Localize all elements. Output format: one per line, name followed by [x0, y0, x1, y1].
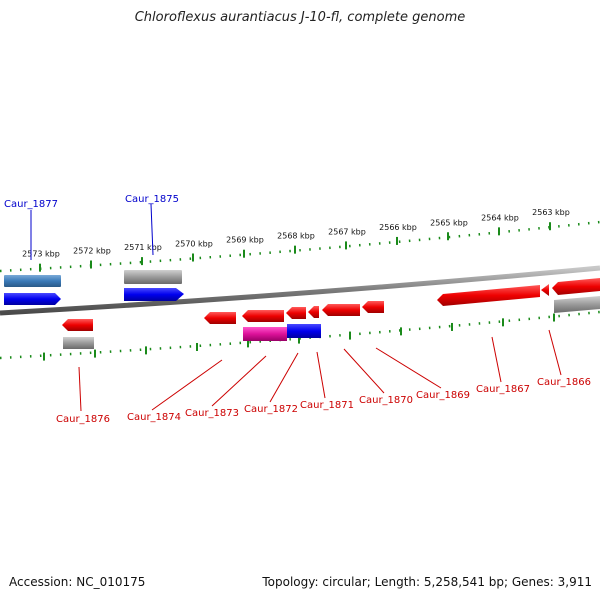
- scale-label: 2564 kbp: [481, 213, 519, 222]
- reverse-labels: Caur_1876 Caur_1874 Caur_1873 Caur_1872 …: [56, 377, 591, 425]
- gene-caur-1867-arrow[interactable]: [437, 285, 540, 306]
- gene-caur-1867-leader: [491, 336, 502, 383]
- gene-caur-1874-arrow[interactable]: [204, 312, 236, 324]
- gene-caur-1876-label[interactable]: Caur_1876: [56, 414, 110, 425]
- gene-caur-1866-arrow[interactable]: [552, 278, 600, 295]
- gene-caur-1867-label[interactable]: Caur_1867: [476, 384, 530, 395]
- forward-genes: Caur_1877 Caur_1875: [4, 194, 184, 305]
- gene-caur-1875-leader: [150, 203, 154, 256]
- outer-scale-dots: [0, 220, 600, 273]
- gene-caur-1866-gray-bar: [554, 296, 600, 313]
- scale-label: 2572 kbp: [73, 246, 111, 255]
- gene-caur-1875-gray-bar: [124, 270, 182, 284]
- reverse-leaders: [78, 329, 562, 412]
- gene-caur-1871-label[interactable]: Caur_1871: [300, 400, 354, 411]
- feature-bar-blue: [287, 324, 321, 338]
- gene-caur-1877-arrow[interactable]: [4, 293, 61, 305]
- scale-label: 2570 kbp: [175, 240, 213, 249]
- gene-caur-1873-arrow[interactable]: [242, 310, 284, 322]
- gene-caur-1866-leader: [548, 329, 562, 376]
- gene-caur-1874-leader: [151, 359, 223, 411]
- gene-caur-1870-label[interactable]: Caur_1870: [359, 395, 413, 406]
- outer-scale: 2573 kbp 2572 kbp 2571 kbp 2570 kbp 2569 kbp…: [0, 208, 600, 273]
- scale-label: 2567 kbp: [328, 227, 366, 236]
- genome-backbone: [0, 265, 600, 316]
- gene-caur-1877-gray-bar: [4, 275, 61, 287]
- gene-caur-1875-arrow[interactable]: [124, 288, 184, 301]
- feature-bar-magenta: [243, 327, 287, 341]
- gene-caur-1876-arrow[interactable]: [62, 319, 93, 331]
- gene-caur-1876-leader: [78, 366, 82, 412]
- gene-caur-1877-label[interactable]: Caur_1877: [4, 199, 58, 210]
- genome-summary-text: Topology: circular; Length: 5,258,541 bp…: [262, 575, 592, 589]
- gene-caur-1871-arrow[interactable]: [308, 306, 319, 318]
- accession-text: Accession: NC_010175: [9, 575, 146, 589]
- gene-caur-1869-arrow[interactable]: [362, 301, 384, 313]
- gene-caur-1869-label[interactable]: Caur_1869: [416, 390, 470, 401]
- gene-caur-1872-leader: [269, 352, 299, 403]
- gene-caur-1869-leader: [375, 347, 442, 389]
- gene-caur-1873-leader: [211, 355, 267, 407]
- gene-caur-1872-label[interactable]: Caur_1872: [244, 404, 298, 415]
- inner-scale: [0, 310, 600, 361]
- gene-caur-1868-arrow[interactable]: [541, 284, 549, 296]
- gene-caur-1871-leader: [316, 351, 326, 399]
- scale-label: 2569 kbp: [226, 236, 264, 245]
- gene-caur-1870-leader: [343, 348, 385, 394]
- reverse-genes: [62, 278, 600, 349]
- gene-caur-1870-arrow[interactable]: [322, 304, 360, 316]
- gene-caur-1873-label[interactable]: Caur_1873: [185, 408, 239, 419]
- scale-label: 2568 kbp: [277, 232, 315, 241]
- gene-caur-1876-gray-bar: [63, 337, 94, 349]
- scale-label: 2563 kbp: [532, 208, 570, 217]
- scale-label: 2573 kbp: [22, 250, 60, 259]
- gene-caur-1866-label[interactable]: Caur_1866: [537, 377, 591, 388]
- scale-label: 2571 kbp: [124, 243, 162, 252]
- genome-title: Chloroflexus aurantiacus J-10-fl, comple…: [134, 10, 466, 25]
- gene-caur-1874-label[interactable]: Caur_1874: [127, 412, 181, 423]
- scale-label: 2565 kbp: [430, 218, 468, 227]
- gene-caur-1875-label[interactable]: Caur_1875: [125, 194, 179, 205]
- gene-caur-1872-arrow[interactable]: [286, 307, 306, 319]
- scale-label: 2566 kbp: [379, 223, 417, 232]
